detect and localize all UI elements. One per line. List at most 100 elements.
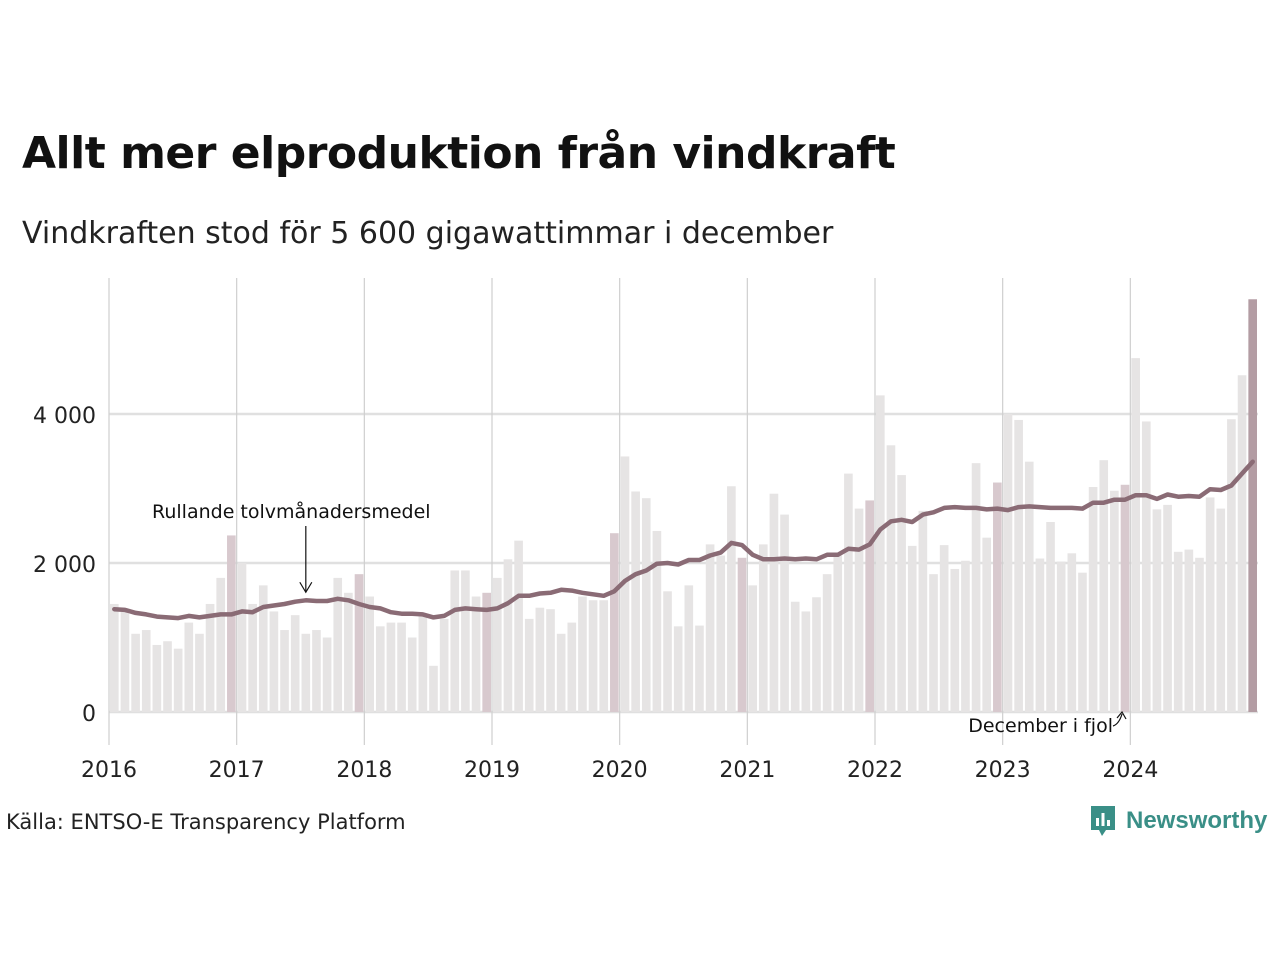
month-bar [322, 637, 332, 712]
month-bar [1131, 358, 1140, 712]
month-bar [1152, 509, 1162, 712]
month-bar [301, 633, 311, 712]
month-bar [418, 615, 428, 712]
month-bar [918, 510, 928, 712]
y-tick-label: 4 000 [33, 404, 96, 429]
brand-name: Newsworthy [1126, 807, 1268, 834]
month-bar [269, 611, 279, 712]
month-bar [429, 665, 438, 712]
month-bar [535, 607, 545, 712]
month-bar [1173, 551, 1183, 712]
annotation-arrowhead [299, 581, 313, 594]
month-bar [578, 596, 587, 712]
month-bar [1195, 557, 1204, 712]
x-tick-label: 2024 [1102, 758, 1158, 783]
month-bar [982, 537, 992, 712]
annotation-arrow [1112, 713, 1123, 727]
month-bar [216, 577, 226, 712]
december-bar [227, 535, 236, 712]
x-tick-label: 2021 [719, 758, 775, 783]
month-bar [1141, 421, 1151, 712]
december-bar [610, 533, 619, 712]
month-bar [641, 498, 651, 712]
month-bar [1099, 460, 1109, 712]
month-bar [163, 641, 172, 712]
month-bar [705, 544, 715, 712]
month-bar [120, 611, 130, 712]
month-bar [375, 626, 385, 712]
month-bar [1227, 419, 1236, 712]
newsworthy-logo[interactable]: Newsworthy [1088, 804, 1267, 838]
month-bar [1163, 504, 1172, 712]
month-bar [280, 630, 289, 712]
month-bar [620, 456, 630, 712]
month-bar [344, 592, 353, 712]
december-bar [865, 500, 874, 712]
x-tick-label: 2022 [847, 758, 903, 783]
month-bar [237, 563, 247, 712]
month-bar [514, 540, 523, 712]
month-bar [716, 555, 726, 712]
december-bar [737, 557, 747, 712]
month-bar [769, 493, 779, 712]
month-bar [929, 574, 938, 712]
month-bar [1205, 497, 1215, 712]
month-bar [588, 600, 598, 712]
x-tick-label: 2018 [336, 758, 392, 783]
month-bar [631, 491, 640, 712]
month-bar [1110, 490, 1119, 712]
december-bar [1120, 484, 1130, 712]
month-bar [173, 648, 183, 712]
month-bar [461, 570, 470, 712]
month-bar [822, 574, 832, 712]
month-bar [471, 596, 481, 712]
month-bar [1003, 414, 1013, 712]
month-bar [1216, 508, 1226, 712]
month-bar [684, 585, 694, 712]
month-bar [854, 508, 864, 712]
month-bar [652, 530, 662, 712]
month-bar [110, 603, 119, 712]
month-bar [1035, 558, 1045, 712]
month-bar [907, 545, 917, 712]
x-tick-label: 2020 [592, 758, 648, 783]
month-bar [1056, 561, 1066, 712]
month-bar [333, 577, 343, 712]
month-bar [1014, 419, 1023, 712]
month-bar [1088, 487, 1098, 712]
month-bar [833, 555, 843, 712]
month-bar [152, 644, 162, 712]
month-bar [758, 544, 768, 712]
bar-chart-logo-icon [1091, 806, 1115, 836]
month-bar [971, 463, 981, 712]
rolling-average-layer [112, 459, 1255, 621]
y-tick-label: 2 000 [33, 553, 96, 578]
december-bar [1248, 299, 1257, 712]
month-bar [546, 609, 555, 712]
december-bar [482, 592, 491, 712]
y-tick-label: 0 [82, 702, 96, 727]
annotation-arrowhead [1116, 710, 1127, 720]
month-bar [663, 591, 672, 712]
month-bar [312, 630, 321, 712]
month-bar [1067, 553, 1077, 712]
month-bar [258, 585, 268, 712]
month-bar [673, 626, 683, 712]
annotation-last-december: December i fjol [968, 715, 1113, 737]
rolling-average-line [112, 459, 1255, 621]
month-bar [290, 615, 300, 712]
month-bar [801, 611, 811, 712]
month-bar [599, 600, 609, 712]
december-bar [993, 482, 1002, 712]
month-bar [790, 601, 800, 712]
annotations: Rullande tolvmånadersmedel December i fjo… [152, 500, 1127, 737]
chart-title: Allt mer elproduktion från vindkraft [22, 128, 896, 179]
x-tick-label: 2016 [81, 758, 137, 783]
month-bar [450, 570, 460, 712]
month-bar [407, 637, 417, 712]
month-bar [886, 445, 896, 712]
month-bar [205, 603, 215, 712]
month-bar [365, 596, 374, 712]
month-bar [950, 568, 960, 712]
